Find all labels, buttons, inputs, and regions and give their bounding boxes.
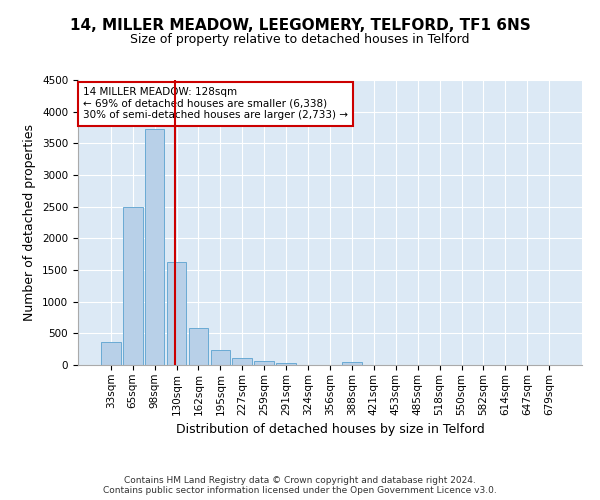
Bar: [276, 363, 296, 365]
X-axis label: Distribution of detached houses by size in Telford: Distribution of detached houses by size …: [176, 423, 484, 436]
Bar: [101, 342, 121, 365]
Text: Size of property relative to detached houses in Telford: Size of property relative to detached ho…: [130, 32, 470, 46]
Bar: [167, 262, 187, 365]
Bar: [188, 328, 208, 365]
Text: 14, MILLER MEADOW, LEEGOMERY, TELFORD, TF1 6NS: 14, MILLER MEADOW, LEEGOMERY, TELFORD, T…: [70, 18, 530, 32]
Text: 14 MILLER MEADOW: 128sqm
← 69% of detached houses are smaller (6,338)
30% of sem: 14 MILLER MEADOW: 128sqm ← 69% of detach…: [83, 87, 348, 120]
Bar: [254, 361, 274, 365]
Bar: [145, 130, 164, 365]
Bar: [342, 362, 362, 365]
Y-axis label: Number of detached properties: Number of detached properties: [23, 124, 37, 321]
Text: Contains HM Land Registry data © Crown copyright and database right 2024.
Contai: Contains HM Land Registry data © Crown c…: [103, 476, 497, 495]
Bar: [211, 350, 230, 365]
Bar: [232, 358, 252, 365]
Bar: [123, 206, 143, 365]
